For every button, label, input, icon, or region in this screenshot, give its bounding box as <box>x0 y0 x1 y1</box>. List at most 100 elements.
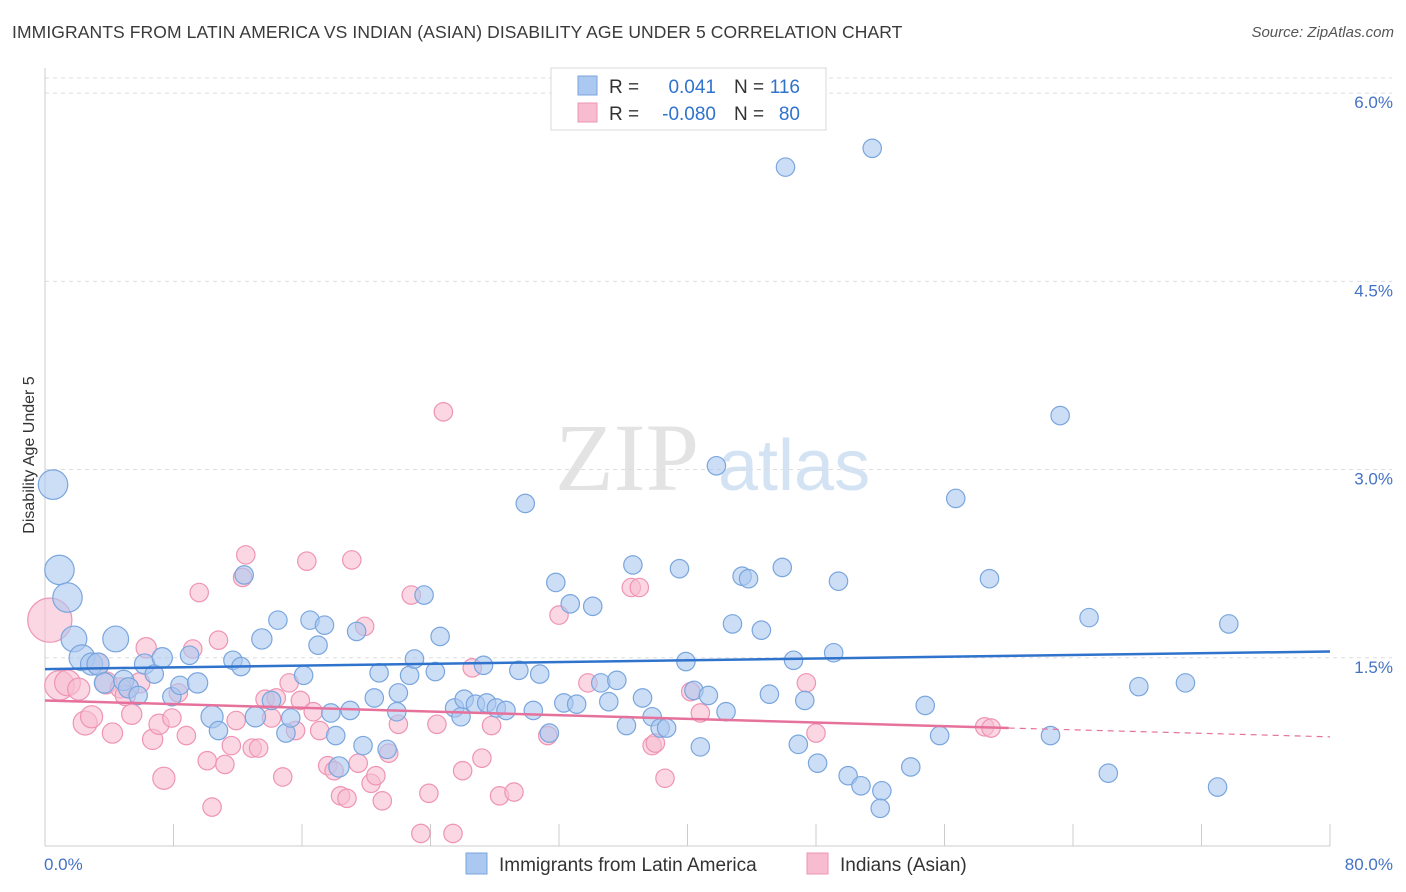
latam-point-87 <box>751 620 772 640</box>
indian-point-11 <box>121 703 143 725</box>
latam-point-57 <box>496 700 516 721</box>
indian-point-24 <box>208 630 229 651</box>
trend-line-indians-asian-extension <box>1008 727 1331 738</box>
indian-point-39 <box>297 551 317 571</box>
latam-point-106 <box>979 568 1000 589</box>
latam-point-61 <box>529 664 550 684</box>
latam-point-2 <box>52 582 83 613</box>
y-tick-labels: 1.5% 3.0% 4.5% 6.0% <box>1354 93 1393 677</box>
stats-n-label-blue: N = <box>734 77 764 98</box>
stats-r-value-pink: -0.080 <box>662 104 716 125</box>
latam-point-51 <box>451 706 471 727</box>
trend-line-indians-asian <box>44 699 1009 730</box>
chart-title: IMMIGRANTS FROM LATIN AMERICA VS INDIAN … <box>12 22 903 42</box>
x-tick-labels: 0.0% 80.0% <box>44 855 1393 874</box>
latam-point-8 <box>102 625 130 653</box>
latam-point-36 <box>328 756 350 778</box>
latam-point-67 <box>582 596 603 617</box>
indian-point-50 <box>366 765 386 786</box>
latam-point-46 <box>404 649 425 669</box>
latam-point-63 <box>545 572 566 593</box>
indian-point-45 <box>337 788 357 809</box>
indian-point-35 <box>272 767 293 787</box>
x-tick-label-1: 80.0% <box>1345 855 1393 874</box>
indian-point-38 <box>290 690 311 711</box>
latam-point-6 <box>86 652 110 676</box>
indian-point-63 <box>481 715 502 736</box>
latam-point-91 <box>783 650 804 671</box>
chart-source: Source: ZipAtlas.com <box>1251 24 1394 41</box>
latam-point-88 <box>759 684 780 704</box>
indian-point-19 <box>176 725 197 746</box>
latam-point-1 <box>44 554 75 586</box>
latam-point-111 <box>1129 676 1149 697</box>
latam-point-108 <box>1050 405 1070 426</box>
x-tick-label-0: 0.0% <box>44 855 83 874</box>
latam-point-110 <box>1098 763 1119 784</box>
latam-point-49 <box>430 626 450 647</box>
indian-point-22 <box>197 750 218 771</box>
latam-point-73 <box>632 688 653 708</box>
watermark-atlas: atlas <box>718 426 870 506</box>
stats-legend: R = 0.041 N = 116 R = -0.080 N = 80 <box>550 67 827 131</box>
indian-point-5 <box>79 705 104 729</box>
indian-point-76 <box>796 673 817 693</box>
latam-point-60 <box>523 700 544 721</box>
y-axis-title: Disability Age Under 5 <box>21 376 38 534</box>
latam-point-92 <box>788 734 809 755</box>
latam-point-109 <box>1079 607 1099 628</box>
latam-point-24 <box>244 706 267 728</box>
y-tick-label-3: 6.0% <box>1354 93 1393 112</box>
latam-point-45 <box>399 665 420 686</box>
latam-point-70 <box>607 670 627 691</box>
indian-point-77 <box>806 723 826 743</box>
latam-point-54 <box>473 655 494 676</box>
indian-point-16 <box>152 766 176 790</box>
latam-point-96 <box>828 571 849 592</box>
latam-point-48 <box>425 661 446 682</box>
latam-point-66 <box>566 694 587 715</box>
latam-point-86 <box>738 568 759 589</box>
indian-point-3 <box>67 677 91 701</box>
latam-point-59 <box>515 493 536 514</box>
latam-point-20 <box>208 720 229 741</box>
latam-point-94 <box>807 753 828 773</box>
indian-point-47 <box>348 753 369 773</box>
indian-point-60 <box>452 760 473 781</box>
latam-point-58 <box>509 660 529 681</box>
indian-point-27 <box>226 710 246 731</box>
stats-r-label-pink: R = <box>609 104 639 125</box>
latam-point-98 <box>851 775 871 796</box>
latam-point-112 <box>1175 673 1196 693</box>
latam-point-25 <box>251 628 273 650</box>
latam-point-16 <box>170 675 190 696</box>
latam-point-93 <box>794 690 815 711</box>
latam-point-13 <box>144 664 165 684</box>
latam-point-30 <box>293 665 314 686</box>
indian-point-62 <box>472 748 492 768</box>
indian-point-51 <box>372 791 393 811</box>
latam-point-76 <box>656 718 677 738</box>
latam-point-39 <box>353 735 373 756</box>
latam-point-71 <box>616 715 637 736</box>
indian-point-73 <box>655 768 675 789</box>
watermark-zip: ZIP <box>555 404 699 511</box>
latam-point-105 <box>945 488 966 509</box>
latam-point-0 <box>37 469 69 500</box>
series-legend: Immigrants from Latin America Indians (A… <box>465 852 967 876</box>
latam-point-35 <box>325 725 346 746</box>
latam-point-114 <box>1219 614 1239 634</box>
indian-point-8 <box>101 722 124 744</box>
stats-n-label-pink: N = <box>734 104 764 125</box>
y-tick-label-0: 1.5% <box>1354 658 1393 677</box>
latam-point-43 <box>388 683 409 703</box>
latam-point-104 <box>929 725 950 746</box>
latam-point-101 <box>870 798 891 819</box>
y-tick-label-1: 3.0% <box>1354 470 1393 489</box>
latam-point-77 <box>669 558 690 579</box>
indian-point-46 <box>341 550 362 570</box>
stats-n-value-blue: 116 <box>770 77 800 98</box>
indian-point-56 <box>419 783 439 804</box>
bottom-legend-swatch-blue <box>465 852 488 875</box>
